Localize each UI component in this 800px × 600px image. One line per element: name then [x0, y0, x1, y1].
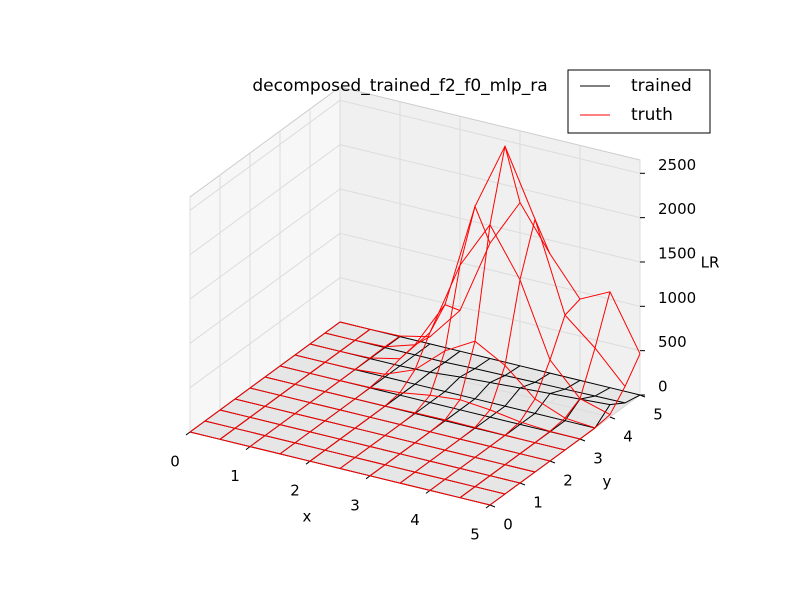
- tick-mark: [609, 416, 616, 420]
- y-tick-label: 4: [623, 428, 633, 446]
- y-tick-label: 3: [593, 450, 603, 468]
- tick-mark: [519, 482, 526, 486]
- z-tick-label: 2000: [658, 200, 696, 218]
- wire-line: [249, 387, 551, 462]
- grid-line: [189, 188, 341, 300]
- z-tick-label: 2500: [658, 156, 696, 174]
- grid-line: [339, 277, 641, 352]
- grid-line: [339, 232, 641, 307]
- x-tick-label: 5: [470, 526, 480, 544]
- legend-label: trained: [631, 76, 692, 96]
- wire-line: [219, 409, 521, 484]
- tick-mark: [549, 460, 556, 464]
- tick-mark: [489, 504, 496, 508]
- grid-line: [189, 277, 341, 389]
- wire-line: [204, 420, 506, 495]
- wire-line: [309, 223, 611, 416]
- legend-label: truth: [631, 105, 673, 125]
- x-tick-label: 4: [410, 511, 420, 529]
- tick-mark: [425, 489, 431, 494]
- y-axis-label: y: [603, 473, 612, 491]
- x-axis-label: x: [303, 508, 312, 526]
- tick-mark: [185, 431, 191, 436]
- grid-line: [189, 99, 341, 211]
- wire-line: [294, 340, 596, 429]
- wire-line: [324, 144, 626, 387]
- surfaces: [189, 144, 641, 506]
- axes-panes: 0 1 2 3 4 5 0 1 2 3 4 5 0 500 1000 1500 2000 2500: [170, 86, 696, 544]
- grid-line: [339, 99, 641, 174]
- tick-mark: [579, 438, 586, 442]
- tick-mark: [485, 504, 491, 509]
- grid-line: [339, 144, 641, 219]
- y-tick-label: 2: [563, 472, 573, 490]
- x-tick-label: 0: [170, 453, 180, 471]
- tick-mark: [305, 460, 311, 465]
- wire-line: [189, 431, 491, 506]
- tick-mark: [365, 475, 371, 480]
- z-tick-label: 1500: [658, 244, 696, 262]
- x-tick-label: 3: [350, 496, 360, 514]
- wire-line: [279, 365, 581, 440]
- z-tick-label: 500: [658, 333, 687, 351]
- z-axis-label: LR: [701, 254, 720, 272]
- chart-title: decomposed_trained_f2_f0_mlp_ra: [252, 76, 547, 96]
- y-tick-label: 1: [533, 494, 543, 512]
- x-tick-label: 2: [290, 482, 300, 500]
- y-tick-label: 0: [503, 516, 513, 534]
- wire-line: [264, 376, 566, 451]
- tick-mark: [245, 446, 251, 451]
- labels: decomposed_trained_f2_f0_mlp_ra x y LR: [252, 76, 719, 526]
- y-tick-label: 5: [653, 406, 663, 424]
- wire-line: [234, 398, 536, 473]
- legend-box: [567, 69, 711, 134]
- z-tick-label: 0: [658, 378, 668, 396]
- wire-line: [339, 201, 641, 355]
- grid-line: [189, 232, 341, 344]
- legend: trained truth: [567, 69, 711, 134]
- z-tick-label: 1000: [658, 289, 696, 307]
- grid-line: [189, 144, 341, 256]
- x-tick-label: 1: [230, 467, 240, 485]
